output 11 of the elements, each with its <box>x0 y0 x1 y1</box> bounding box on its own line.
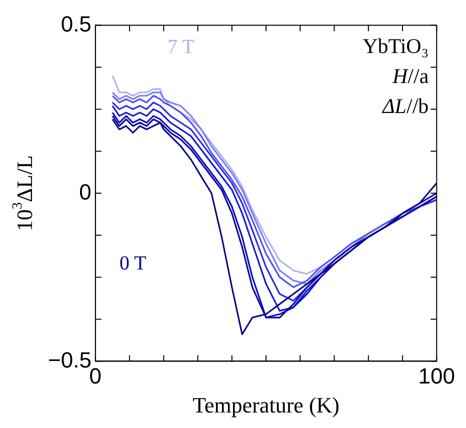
series-label: 7 T <box>167 36 194 58</box>
y-tick-label: 0 <box>79 179 92 204</box>
annotation: ΔL//b <box>381 94 429 118</box>
text: 0 T <box>119 252 146 275</box>
y-tick-label: 0.5 <box>60 11 92 36</box>
y-axis-title: 103ΔL/L <box>10 155 37 232</box>
y-tick-label: −0.5 <box>48 347 92 372</box>
annotation: H//a <box>391 64 430 88</box>
annotation: YbTiO₃ <box>362 34 429 58</box>
x-axis-title: Temperature (K) <box>192 392 340 418</box>
x-tick-label: 100 <box>418 363 456 388</box>
